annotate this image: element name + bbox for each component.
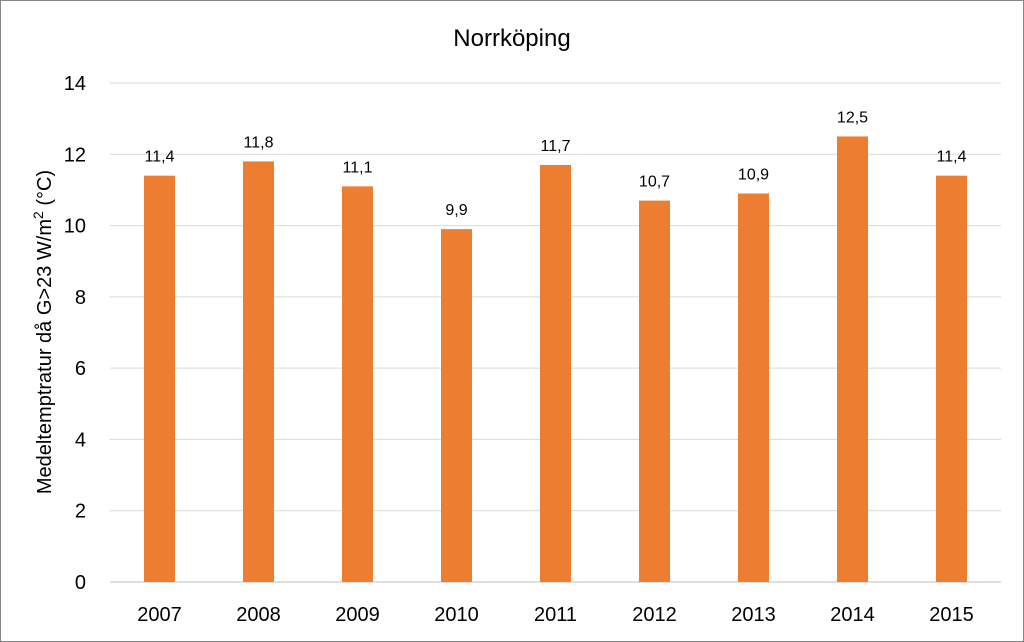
y-tick-label: 2 (75, 501, 86, 523)
y-tick-label: 14 (64, 73, 86, 95)
bar-2014 (837, 136, 868, 582)
y-axis-title: Medeltemptratur då G>23 W/m2 (°C) (30, 170, 56, 494)
x-axis-ticks: 2007 2008 2009 2010 2011 2012 2013 2014 2015 (137, 604, 974, 626)
data-label-2015: 11,4 (937, 149, 967, 166)
data-label-2012: 10,7 (639, 174, 670, 191)
y-tick-label: 4 (75, 429, 86, 451)
bar-2013 (738, 193, 769, 582)
y-axis-title-superscript: 2 (30, 211, 46, 219)
data-label-2013: 10,9 (738, 166, 769, 183)
data-label-2014: 12,5 (837, 109, 868, 126)
bar-2007 (144, 175, 175, 582)
x-tick-label-2009: 2009 (335, 604, 380, 626)
x-tick-label-2013: 2013 (731, 604, 776, 626)
chart-title: Norrköping (453, 25, 570, 52)
x-tick-label-2007: 2007 (137, 604, 182, 626)
x-tick-label-2012: 2012 (632, 604, 677, 626)
bar-2012 (639, 200, 670, 582)
y-tick-label: 10 (64, 216, 86, 238)
data-labels: 11,4 11,8 11,1 9,9 11,7 10,7 10,9 12,5 11,4 (145, 109, 967, 219)
y-axis-ticks: 0 2 4 6 8 10 12 14 (64, 73, 86, 594)
data-label-2008: 11,8 (244, 134, 274, 151)
y-tick-label: 0 (75, 572, 86, 594)
y-axis-title-unit: (°C) (34, 170, 56, 211)
data-label-2007: 11,4 (145, 149, 175, 166)
y-tick-label: 12 (64, 144, 86, 166)
bars (144, 136, 967, 582)
x-tick-label-2014: 2014 (830, 604, 875, 626)
y-tick-label: 6 (75, 358, 86, 380)
x-tick-label-2011: 2011 (534, 604, 577, 626)
y-tick-label: 8 (75, 287, 86, 309)
data-label-2010: 9,9 (445, 202, 467, 219)
bar-2011 (540, 164, 571, 582)
bar-2010 (441, 229, 472, 582)
data-label-2011: 11,7 (541, 138, 571, 155)
x-tick-label-2010: 2010 (434, 604, 479, 626)
bar-2015 (936, 175, 967, 582)
bar-2009 (342, 186, 373, 582)
bar-2008 (243, 161, 274, 582)
x-tick-label-2015: 2015 (929, 604, 974, 626)
data-label-2009: 11,1 (343, 159, 373, 176)
x-tick-label-2008: 2008 (236, 604, 281, 626)
y-axis-title-main: Medeltemptratur då G>23 W/m (34, 219, 56, 494)
